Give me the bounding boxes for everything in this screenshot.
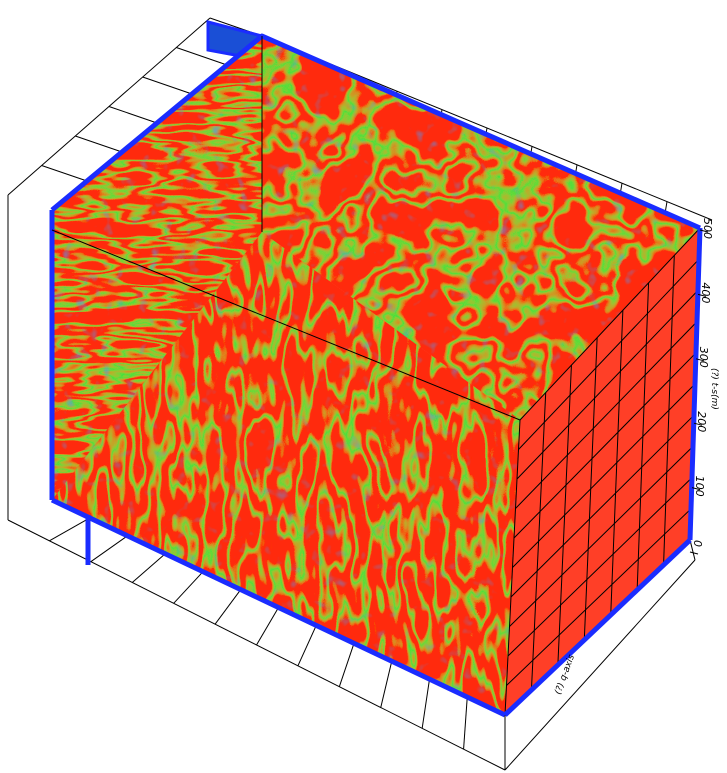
vertical-axis-tick	[697, 293, 707, 297]
grid-line	[506, 508, 692, 686]
grid-line	[510, 414, 695, 598]
bbox-grid	[176, 47, 228, 66]
grid-line	[515, 321, 698, 509]
bbox-grid	[108, 106, 158, 124]
vertical-axis: 0 100 200 300 400 500	[689, 218, 714, 555]
bbox-grid	[256, 607, 279, 646]
bbox-grid	[41, 165, 88, 182]
grid-line	[513, 352, 697, 539]
vertical-axis-tick	[695, 358, 705, 362]
vertical-axis-tick-label: 200	[695, 411, 708, 432]
interior-edges	[51, 36, 521, 421]
bbox-grid	[49, 517, 90, 542]
vertical-axis-tick-label: 300	[697, 347, 710, 368]
bbox-grid	[297, 625, 317, 667]
bounding-box	[7, 17, 713, 771]
bbox-grid	[142, 76, 193, 95]
vertical-axis-tick-label: 400	[699, 282, 712, 303]
vertical-axis-title: (?) t-s(m)	[709, 368, 719, 410]
vertical-axis-tick	[699, 229, 709, 233]
bbox-grid	[75, 135, 123, 153]
bbox-grid	[173, 571, 204, 604]
grid-line	[519, 227, 701, 421]
grid-line	[507, 477, 693, 657]
bbox-grid	[338, 643, 355, 687]
grid-line	[509, 446, 694, 627]
vertical-axis-tick	[691, 487, 701, 491]
bbox-grid	[421, 679, 430, 729]
vertical-axis-tick	[693, 422, 703, 426]
bbox-grid	[90, 535, 128, 563]
bbox-edge	[689, 539, 696, 561]
vertical-axis-tick	[689, 551, 699, 555]
grid-line	[516, 290, 699, 480]
vertical-axis-tick-label: 0	[691, 540, 704, 547]
vertical-axis-tick-label: 100	[693, 476, 706, 497]
bbox-grid	[131, 553, 166, 583]
grid-line	[512, 383, 696, 568]
bbox-edge	[504, 559, 696, 771]
front-face-grid	[504, 227, 701, 716]
grid-line	[518, 258, 700, 450]
vertical-axis-tick-label: 500	[701, 218, 714, 239]
bbox-grid	[214, 589, 242, 625]
bbox-grid	[463, 697, 468, 750]
bbox-grid	[380, 661, 393, 708]
